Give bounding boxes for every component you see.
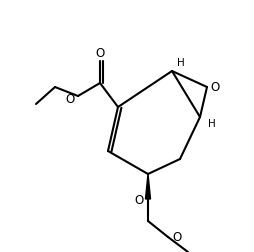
Text: O: O	[134, 193, 144, 206]
Text: H: H	[208, 118, 216, 129]
Text: O: O	[65, 92, 75, 105]
Text: O: O	[172, 231, 182, 243]
Text: O: O	[210, 80, 220, 93]
Text: H: H	[177, 58, 185, 68]
Polygon shape	[146, 174, 151, 199]
Text: O: O	[95, 46, 105, 59]
